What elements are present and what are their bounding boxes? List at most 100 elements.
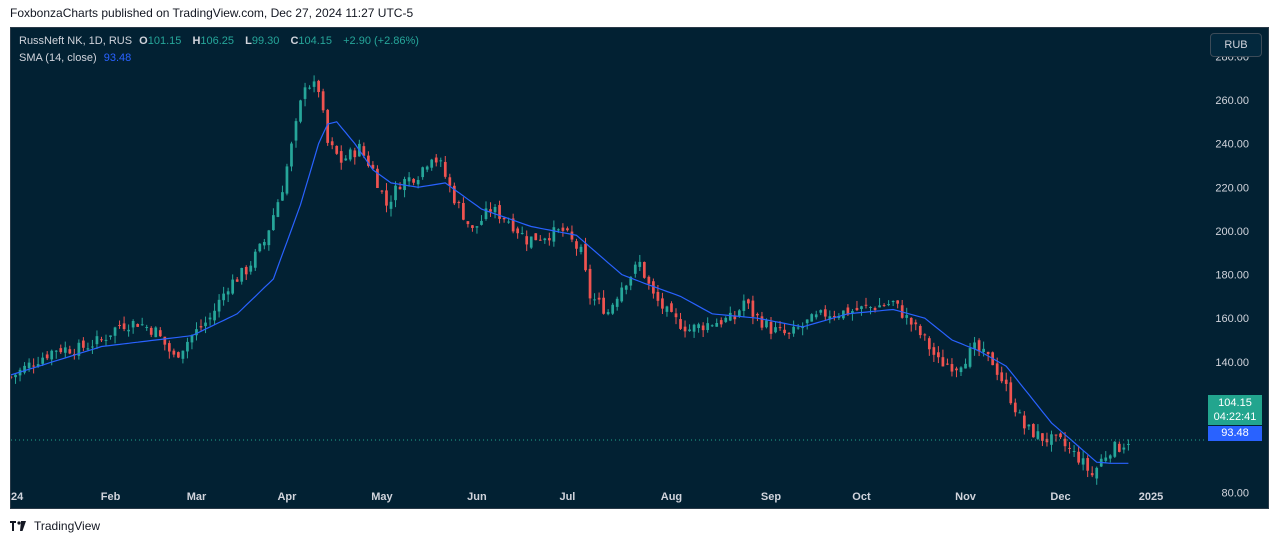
candle-body xyxy=(317,80,320,93)
candle-body xyxy=(642,262,646,278)
candle-body xyxy=(457,202,461,204)
x-tick-label: Dec xyxy=(1050,491,1070,503)
candle-body xyxy=(869,306,872,308)
candle-body xyxy=(421,167,425,178)
candle-body xyxy=(240,267,244,282)
sma-legend[interactable]: SMA (14, close) 93.48 xyxy=(19,52,135,64)
y-tick-label: 220.00 xyxy=(1215,182,1249,194)
candle-body xyxy=(805,319,809,324)
candle-body xyxy=(896,300,900,304)
candle-body xyxy=(1086,458,1090,471)
candle-body xyxy=(1072,450,1076,452)
chart-canvas[interactable]: 280.00260.00240.00220.00200.00180.00160.… xyxy=(11,28,1268,508)
sma-price-tag: 93.48 xyxy=(1208,426,1262,441)
candle-body xyxy=(615,298,619,307)
candle-body xyxy=(226,291,230,295)
candle-body xyxy=(344,158,348,161)
candle-body xyxy=(661,298,664,309)
candle-body xyxy=(1113,441,1117,457)
x-tick-label: Jun xyxy=(467,491,487,503)
y-tick-label: 80.00 xyxy=(1221,488,1249,500)
candle-body xyxy=(887,304,890,306)
candle-body xyxy=(679,319,682,329)
candle-body xyxy=(181,350,185,359)
candle-body xyxy=(498,205,501,219)
candle-body xyxy=(516,228,520,234)
candle-body xyxy=(968,348,972,367)
candle-body xyxy=(154,327,158,338)
candle-body xyxy=(149,327,153,335)
candle-body xyxy=(11,376,13,378)
candle-body xyxy=(511,218,515,232)
candle-body xyxy=(253,251,257,268)
candle-body xyxy=(1122,447,1126,450)
candle-body xyxy=(1054,434,1058,436)
candle-body xyxy=(927,338,931,350)
candle-body xyxy=(412,178,415,183)
x-tick-label: 2024 xyxy=(11,491,24,503)
candle-body xyxy=(1081,458,1085,465)
candle-body xyxy=(597,297,601,300)
sma-line xyxy=(11,121,1129,464)
candle-body xyxy=(59,348,63,353)
candle-body xyxy=(1077,451,1080,463)
candle-body xyxy=(538,239,542,241)
candle-body xyxy=(330,141,334,146)
symbol-label[interactable]: RussNeft NK, 1D, RUS xyxy=(19,35,133,47)
candle-body xyxy=(380,190,384,192)
candle-body xyxy=(127,329,130,332)
candle-body xyxy=(1009,382,1013,404)
sma-label: SMA (14, close) xyxy=(19,52,97,64)
candle-body xyxy=(697,324,700,328)
candle-body xyxy=(561,227,565,231)
candle-body xyxy=(1032,424,1035,438)
change-value: +2.90 (+2.86%) xyxy=(343,35,419,47)
candle-body xyxy=(719,320,723,325)
candle-body xyxy=(937,352,940,358)
candle-body xyxy=(231,279,235,294)
candle-body xyxy=(68,349,72,354)
candle-body xyxy=(14,374,17,378)
candle-body xyxy=(389,201,393,209)
candle-body xyxy=(222,293,225,301)
candle-body xyxy=(670,303,673,312)
candle-body xyxy=(710,325,714,327)
candle-body xyxy=(23,365,26,373)
candle-body xyxy=(1117,443,1121,452)
candle-body xyxy=(100,339,103,341)
candle-body xyxy=(832,315,836,317)
candle-body xyxy=(665,306,669,312)
currency-button[interactable]: RUB xyxy=(1210,33,1262,57)
candle-body xyxy=(407,177,411,182)
candle-body xyxy=(756,313,759,316)
candle-body xyxy=(172,350,176,355)
chart-panel[interactable]: 280.00 260.00 240.00 220.00 200.00 180.00 160.… xyxy=(10,27,1269,509)
candle-body xyxy=(932,347,936,355)
close-value: 104.15 xyxy=(298,35,333,47)
candle-body xyxy=(484,208,488,219)
candle-body xyxy=(606,312,610,315)
candle-body xyxy=(443,161,447,177)
candle-body xyxy=(584,243,587,271)
candle-body xyxy=(213,310,216,321)
close-label: C xyxy=(290,35,299,47)
candle-body xyxy=(701,325,705,331)
candle-body xyxy=(737,310,741,317)
candle-body xyxy=(1104,457,1108,461)
candle-body xyxy=(276,202,280,217)
candle-body xyxy=(91,346,94,348)
candle-body xyxy=(543,238,547,241)
y-tick-label: 260.00 xyxy=(1215,95,1249,107)
candle-body xyxy=(348,149,352,160)
candle-body xyxy=(638,261,642,267)
candle-body xyxy=(579,246,583,252)
candle-body xyxy=(466,221,470,225)
candle-body xyxy=(195,329,198,336)
candle-body xyxy=(335,145,339,154)
candle-body xyxy=(1059,433,1062,438)
candle-body xyxy=(63,347,67,353)
candle-body xyxy=(995,363,999,375)
candle-body xyxy=(842,310,845,319)
candle-body xyxy=(547,238,551,241)
